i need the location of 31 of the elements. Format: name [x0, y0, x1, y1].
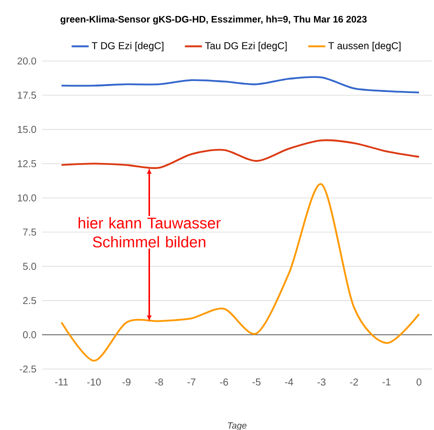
annotation: hier kann Tauwasser Schimmel bilden	[78, 217, 221, 248]
x-tick-label: -2	[350, 378, 358, 386]
y-tick-label: 2.5	[23, 297, 36, 304]
x-tick-label: -3	[318, 378, 326, 386]
x-tick-label: -4	[285, 378, 294, 386]
x-tick-label: 0	[416, 378, 422, 386]
x-tick-label: -1	[382, 378, 390, 386]
x-tick-label: -11	[55, 378, 68, 386]
y-tick-label: 5.0	[23, 262, 36, 270]
legend-label: Tau DG Ezi [degC]	[205, 42, 287, 52]
y-tick-label: 20.0	[18, 57, 36, 65]
x-tick-label: -8	[155, 378, 163, 386]
legend-label: T aussen [degC]	[328, 42, 401, 52]
y-tick-label: 15.0	[18, 126, 36, 133]
line-series	[60, 183, 420, 362]
x-tick-label: -6	[220, 378, 228, 386]
x-tick-label: -10	[87, 378, 101, 386]
chart-title: green-Klima-Sensor gKS-DG-HD, Esszimmer, hh=9, Thu Mar 16 2023	[60, 16, 367, 24]
x-tick-label: -9	[122, 378, 130, 386]
y-tick-label: 0.0	[23, 331, 36, 338]
legend-label: T DG Ezi [degC]	[92, 42, 164, 52]
x-tick-label: -7	[188, 378, 196, 386]
line-series	[60, 76, 420, 94]
y-tick-label: 7.5	[23, 228, 36, 236]
x-axis-title: Tage	[228, 422, 246, 430]
line-series	[60, 139, 420, 170]
x-tick-label: -5	[252, 378, 261, 386]
y-tick-label: 17.5	[18, 92, 36, 99]
y-tick-label: 12.5	[18, 160, 36, 168]
y-tick-label: -2.5	[20, 365, 36, 373]
y-tick-label: 10.0	[18, 194, 36, 202]
